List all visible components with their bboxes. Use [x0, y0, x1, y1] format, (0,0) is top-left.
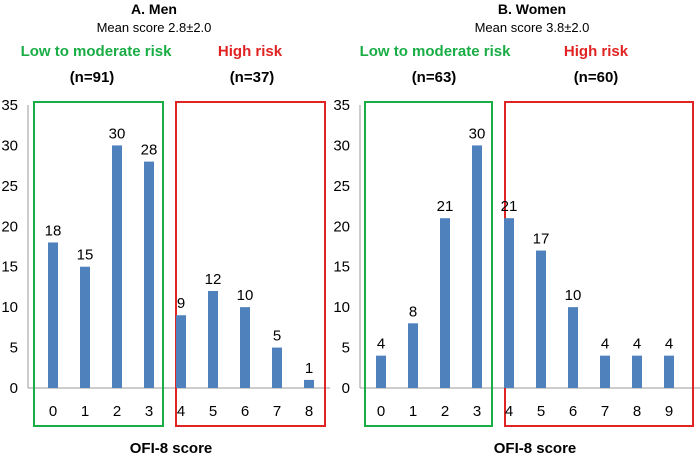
women-mean-score: Mean score 3.8±2.0	[475, 20, 590, 35]
women-bar	[632, 355, 642, 388]
men-y-tick-label: 15	[1, 259, 18, 276]
men-bar	[176, 315, 186, 388]
women-data-label: 4	[633, 336, 641, 353]
women-x-tick-label: 5	[537, 403, 545, 420]
women-x-tick-label: 3	[473, 403, 481, 420]
men-y-tick-label: 0	[10, 380, 18, 397]
women-data-label: 8	[409, 303, 417, 320]
women-x-tick-label: 8	[633, 403, 641, 420]
men-low-risk-box	[33, 101, 164, 427]
men-low-risk-label: Low to moderate risk	[21, 43, 173, 60]
women-x-tick-label: 4	[505, 403, 513, 420]
women-bar	[664, 355, 674, 388]
men-data-label: 9	[177, 295, 185, 312]
men-y-tick-label: 35	[1, 97, 18, 114]
women-y-tick-label: 25	[333, 178, 350, 195]
men-title: A. Men	[131, 1, 177, 17]
men-data-label: 1	[305, 360, 313, 377]
women-high-risk-n: (n=60)	[574, 69, 619, 86]
men-high-risk-n: (n=37)	[230, 69, 275, 86]
men-x-tick-label: 0	[49, 403, 57, 420]
men-data-label: 18	[45, 222, 62, 239]
men-x-tick-label: 7	[273, 403, 281, 420]
men-x-tick-label: 8	[305, 403, 313, 420]
men-x-tick-label: 2	[113, 403, 121, 420]
women-y-tick-label: 15	[333, 259, 350, 276]
women-bar	[600, 355, 610, 388]
women-high-risk-label: High risk	[564, 43, 629, 60]
women-bar	[536, 250, 546, 388]
women-data-label: 4	[665, 336, 673, 353]
women-low-risk-n: (n=63)	[412, 69, 457, 86]
women-y-tick-label: 30	[333, 137, 350, 154]
women-x-tick-label: 9	[665, 403, 673, 420]
women-bar	[440, 218, 450, 388]
men-low-risk-n: (n=91)	[70, 69, 115, 86]
men-y-tick-label: 5	[10, 340, 18, 357]
women-data-label: 4	[601, 336, 609, 353]
women-y-tick-label: 20	[333, 218, 350, 235]
women-bar	[472, 145, 482, 388]
men-high-risk-box	[175, 101, 326, 427]
women-y-tick-label: 0	[342, 380, 350, 397]
women-x-tick-label: 6	[569, 403, 577, 420]
men-y-tick-label: 10	[1, 299, 18, 316]
men-bar	[208, 290, 218, 388]
men-data-label: 10	[237, 287, 254, 304]
men-x-tick-label: 1	[81, 403, 89, 420]
women-y-tick-label: 5	[342, 340, 350, 357]
men-mean-score: Mean score 2.8±2.0	[97, 20, 212, 35]
men-bar	[304, 379, 314, 388]
men-data-label: 5	[273, 328, 281, 345]
women-bar	[568, 307, 578, 388]
men-x-axis-label: OFI-8 score	[130, 440, 213, 457]
men-panel: A. Men Mean score 2.8±2.0 Low to moderat…	[1, 1, 330, 457]
men-y-tick-label: 30	[1, 137, 18, 154]
women-data-label: 17	[533, 231, 550, 248]
men-bar	[80, 266, 90, 388]
women-bar	[504, 218, 514, 388]
men-bar	[112, 145, 122, 388]
women-data-label: 21	[437, 198, 454, 215]
men-bar	[240, 307, 250, 388]
men-bar	[272, 347, 282, 388]
women-title: B. Women	[498, 1, 566, 17]
women-low-risk-box	[364, 101, 493, 427]
men-data-label: 28	[141, 142, 158, 159]
men-y-tick-label: 20	[1, 218, 18, 235]
women-data-label: 21	[501, 198, 518, 215]
women-x-tick-label: 7	[601, 403, 609, 420]
men-data-label: 12	[205, 271, 222, 288]
women-data-label: 30	[469, 125, 486, 142]
women-bar	[408, 323, 418, 388]
men-bar	[48, 242, 58, 388]
men-x-tick-label: 3	[145, 403, 153, 420]
women-x-axis-label: OFI-8 score	[494, 440, 577, 457]
women-bar	[376, 355, 386, 388]
women-data-label: 10	[565, 287, 582, 304]
women-y-tick-label: 35	[333, 97, 350, 114]
men-data-label: 30	[109, 125, 126, 142]
women-y-tick-label: 10	[333, 299, 350, 316]
women-x-tick-label: 2	[441, 403, 449, 420]
men-x-tick-label: 6	[241, 403, 249, 420]
women-low-risk-label: Low to moderate risk	[360, 43, 512, 60]
men-high-risk-label: High risk	[218, 43, 283, 60]
men-y-tick-label: 25	[1, 178, 18, 195]
men-x-tick-label: 4	[177, 403, 185, 420]
women-data-label: 4	[377, 336, 385, 353]
women-panel: B. Women Mean score 3.8±2.0 Low to moder…	[333, 1, 700, 457]
women-x-tick-label: 1	[409, 403, 417, 420]
men-x-tick-label: 5	[209, 403, 217, 420]
men-data-label: 15	[77, 247, 94, 264]
men-bar	[144, 161, 154, 388]
women-x-tick-label: 0	[377, 403, 385, 420]
